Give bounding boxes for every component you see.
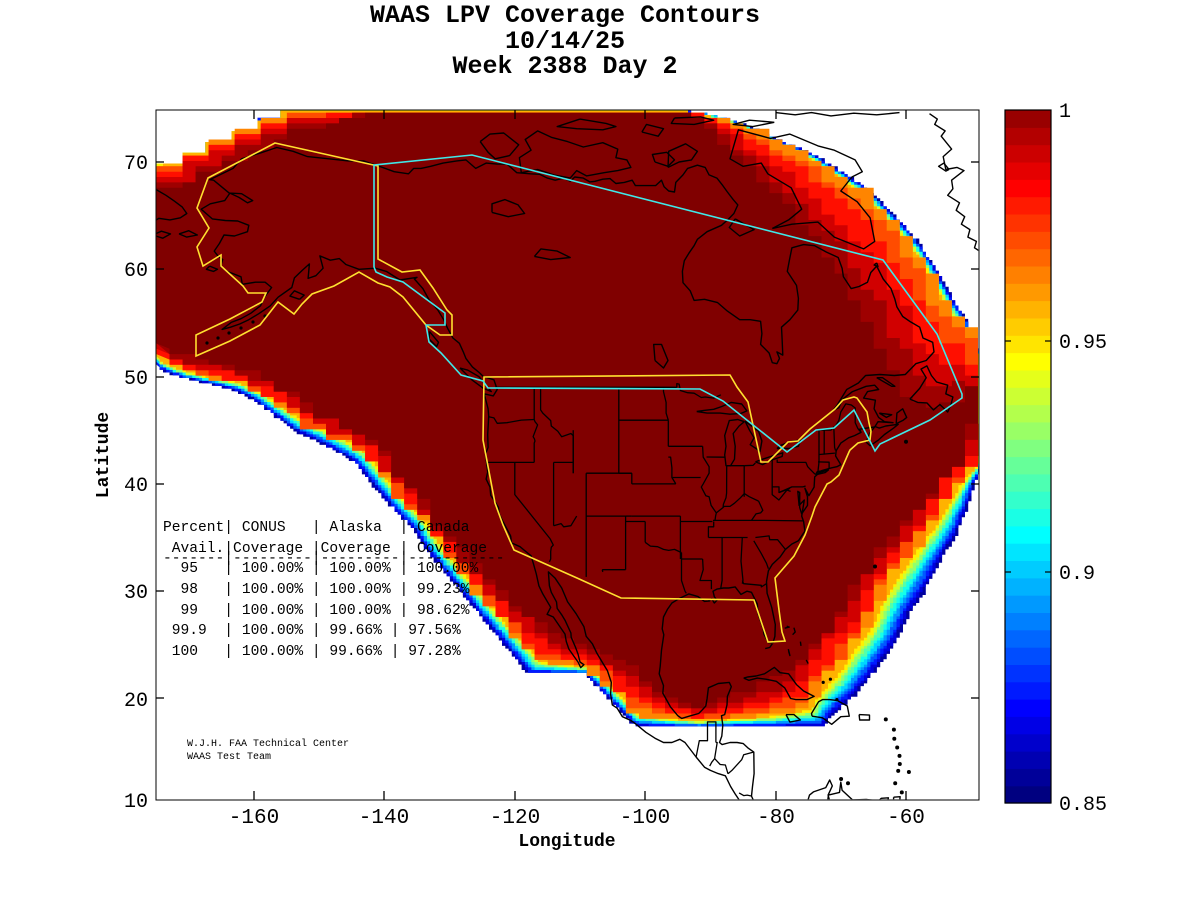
svg-text:50: 50 — [124, 368, 148, 391]
svg-text:Week 2388 Day 2: Week 2388 Day 2 — [452, 52, 677, 81]
svg-text:0.85: 0.85 — [1059, 794, 1107, 817]
svg-text:0.9: 0.9 — [1059, 563, 1095, 586]
svg-text:Avail.|Coverage |Coverage | Co: Avail.|Coverage |Coverage | Coverage — [163, 541, 487, 557]
svg-text:99.9 | 100.00% | 99.66% | 97.: 99.9 | 100.00% | 99.66% | 97.56% — [163, 623, 461, 639]
svg-text:-160: -160 — [229, 807, 279, 830]
svg-text:95 | 100.00% | 100.00% | 100: 95 | 100.00% | 100.00% | 100.00% — [163, 561, 479, 577]
svg-text:-------|---------|---------|--: -------|---------|---------|----------- — [163, 551, 505, 567]
svg-text:0.95: 0.95 — [1059, 332, 1107, 355]
svg-text:WAAS LPV Coverage Contours: WAAS LPV Coverage Contours — [370, 1, 760, 30]
svg-text:99 | 100.00% | 100.00% | 98.: 99 | 100.00% | 100.00% | 98.62% — [163, 603, 470, 619]
svg-text:30: 30 — [124, 582, 148, 605]
svg-text:Longitude: Longitude — [518, 832, 615, 852]
svg-text:10/14/25: 10/14/25 — [505, 27, 625, 56]
svg-text:W.J.H. FAA Technical Center: W.J.H. FAA Technical Center — [187, 738, 349, 750]
svg-text:98 | 100.00% | 100.00% | 99.: 98 | 100.00% | 100.00% | 99.23% — [163, 582, 470, 598]
svg-text:Percent| CONUS | Alaska | C: Percent| CONUS | Alaska | Canada — [163, 520, 470, 536]
svg-text:-100: -100 — [620, 807, 670, 830]
svg-text:WAAS Test Team: WAAS Test Team — [187, 752, 271, 763]
svg-text:40: 40 — [124, 475, 148, 498]
svg-text:-80: -80 — [757, 807, 795, 830]
svg-text:-120: -120 — [490, 807, 540, 830]
svg-text:10: 10 — [124, 791, 148, 814]
svg-text:20: 20 — [124, 690, 148, 713]
svg-text:100 | 100.00% | 99.66% | 97.: 100 | 100.00% | 99.66% | 97.28% — [163, 644, 461, 660]
svg-text:-140: -140 — [359, 807, 409, 830]
svg-text:Latitude: Latitude — [94, 412, 114, 498]
svg-text:-60: -60 — [887, 807, 925, 830]
svg-text:60: 60 — [124, 260, 148, 283]
svg-text:1: 1 — [1059, 101, 1071, 124]
svg-text:70: 70 — [124, 153, 148, 176]
